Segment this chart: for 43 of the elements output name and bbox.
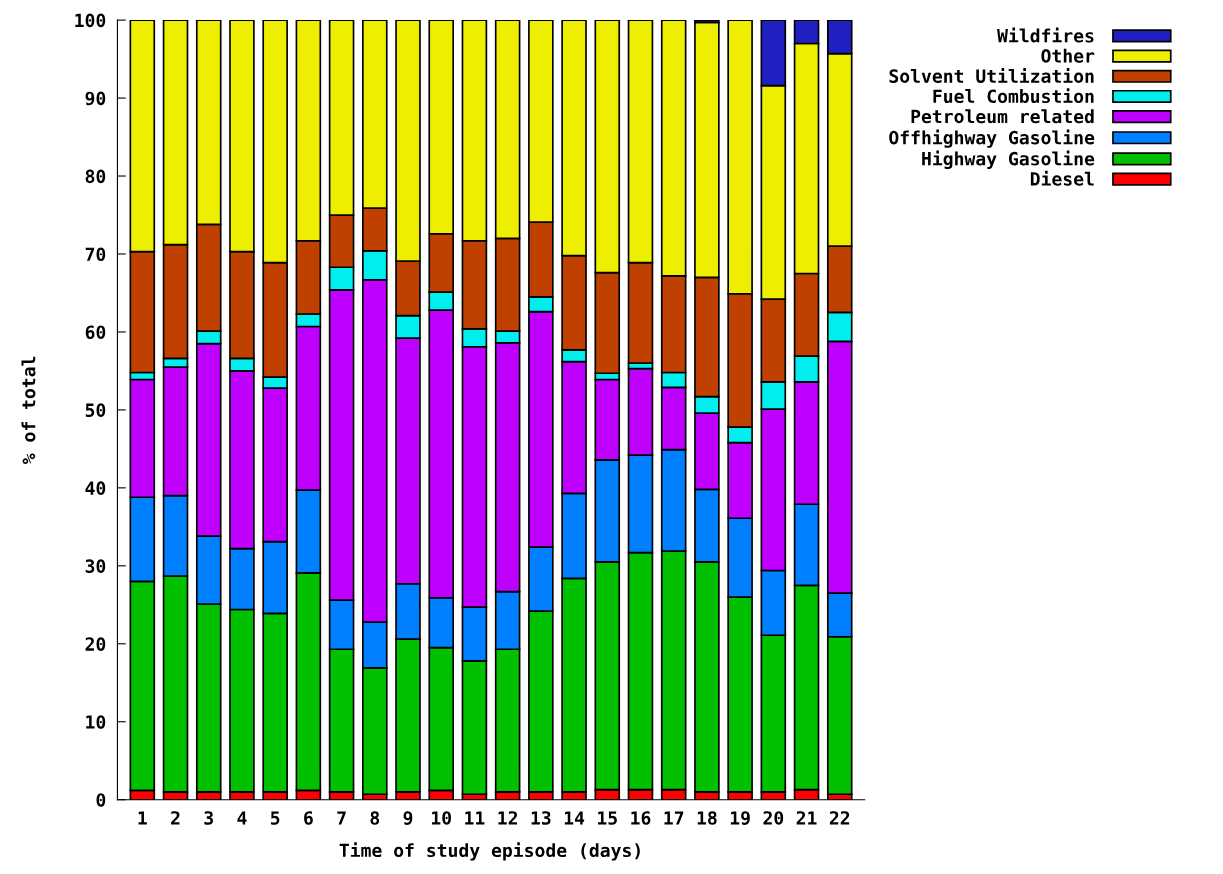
y-axis-title: % of total bbox=[21, 356, 36, 464]
legend-label: Wildfires bbox=[997, 27, 1094, 43]
x-tick-label: 20 bbox=[763, 811, 784, 825]
y-tick-label: 50 bbox=[85, 403, 106, 418]
x-tick-label: 6 bbox=[304, 811, 313, 825]
x-axis-title: Time of study episode (days) bbox=[339, 842, 640, 861]
y-tick-label: 10 bbox=[86, 715, 106, 729]
y-tick-label: 60 bbox=[85, 325, 106, 340]
x-tick-label: 7 bbox=[337, 811, 346, 825]
legend-label: Petroleum related bbox=[911, 109, 1094, 124]
x-tick-label: 14 bbox=[564, 811, 585, 825]
x-tick-label: 15 bbox=[598, 811, 617, 825]
x-tick-label: 18 bbox=[697, 811, 717, 825]
legend-label: Highway Gasoline bbox=[922, 150, 1095, 169]
legend-label: Fuel Combustion bbox=[933, 88, 1094, 104]
y-tick-label: 40 bbox=[85, 481, 106, 495]
x-tick-label: 13 bbox=[531, 811, 551, 825]
x-tick-label: 10 bbox=[432, 811, 451, 825]
x-tick-label: 5 bbox=[270, 811, 280, 825]
x-tick-label: 21 bbox=[796, 811, 817, 825]
y-tick-label: 100 bbox=[75, 13, 106, 28]
legend-label: Offhighway Gasoline bbox=[889, 129, 1095, 148]
x-tick-label: 3 bbox=[204, 811, 213, 825]
x-tick-label: 4 bbox=[237, 811, 247, 825]
legend-label: Other bbox=[1041, 48, 1095, 63]
y-tick-label: 0 bbox=[96, 793, 106, 807]
x-tick-label: 2 bbox=[171, 811, 180, 825]
x-tick-label: 17 bbox=[664, 811, 684, 825]
x-tick-label: 11 bbox=[465, 811, 485, 825]
y-tick-label: 30 bbox=[85, 559, 106, 573]
x-tick-label: 8 bbox=[370, 811, 380, 825]
x-tick-label: 1 bbox=[138, 811, 147, 825]
y-tick-label: 90 bbox=[85, 91, 106, 106]
x-tick-label: 22 bbox=[829, 811, 850, 825]
x-tick-label: 9 bbox=[403, 811, 413, 825]
x-tick-label: 19 bbox=[730, 811, 750, 825]
y-tick-label: 80 bbox=[85, 169, 106, 184]
legend-label: Solvent Utilization bbox=[889, 67, 1094, 83]
x-tick-label: 12 bbox=[498, 811, 518, 825]
y-tick-label: 70 bbox=[85, 247, 106, 262]
x-tick-label: 16 bbox=[631, 811, 651, 825]
legend-label: Diesel bbox=[1030, 170, 1094, 186]
y-tick-label: 20 bbox=[85, 637, 106, 651]
